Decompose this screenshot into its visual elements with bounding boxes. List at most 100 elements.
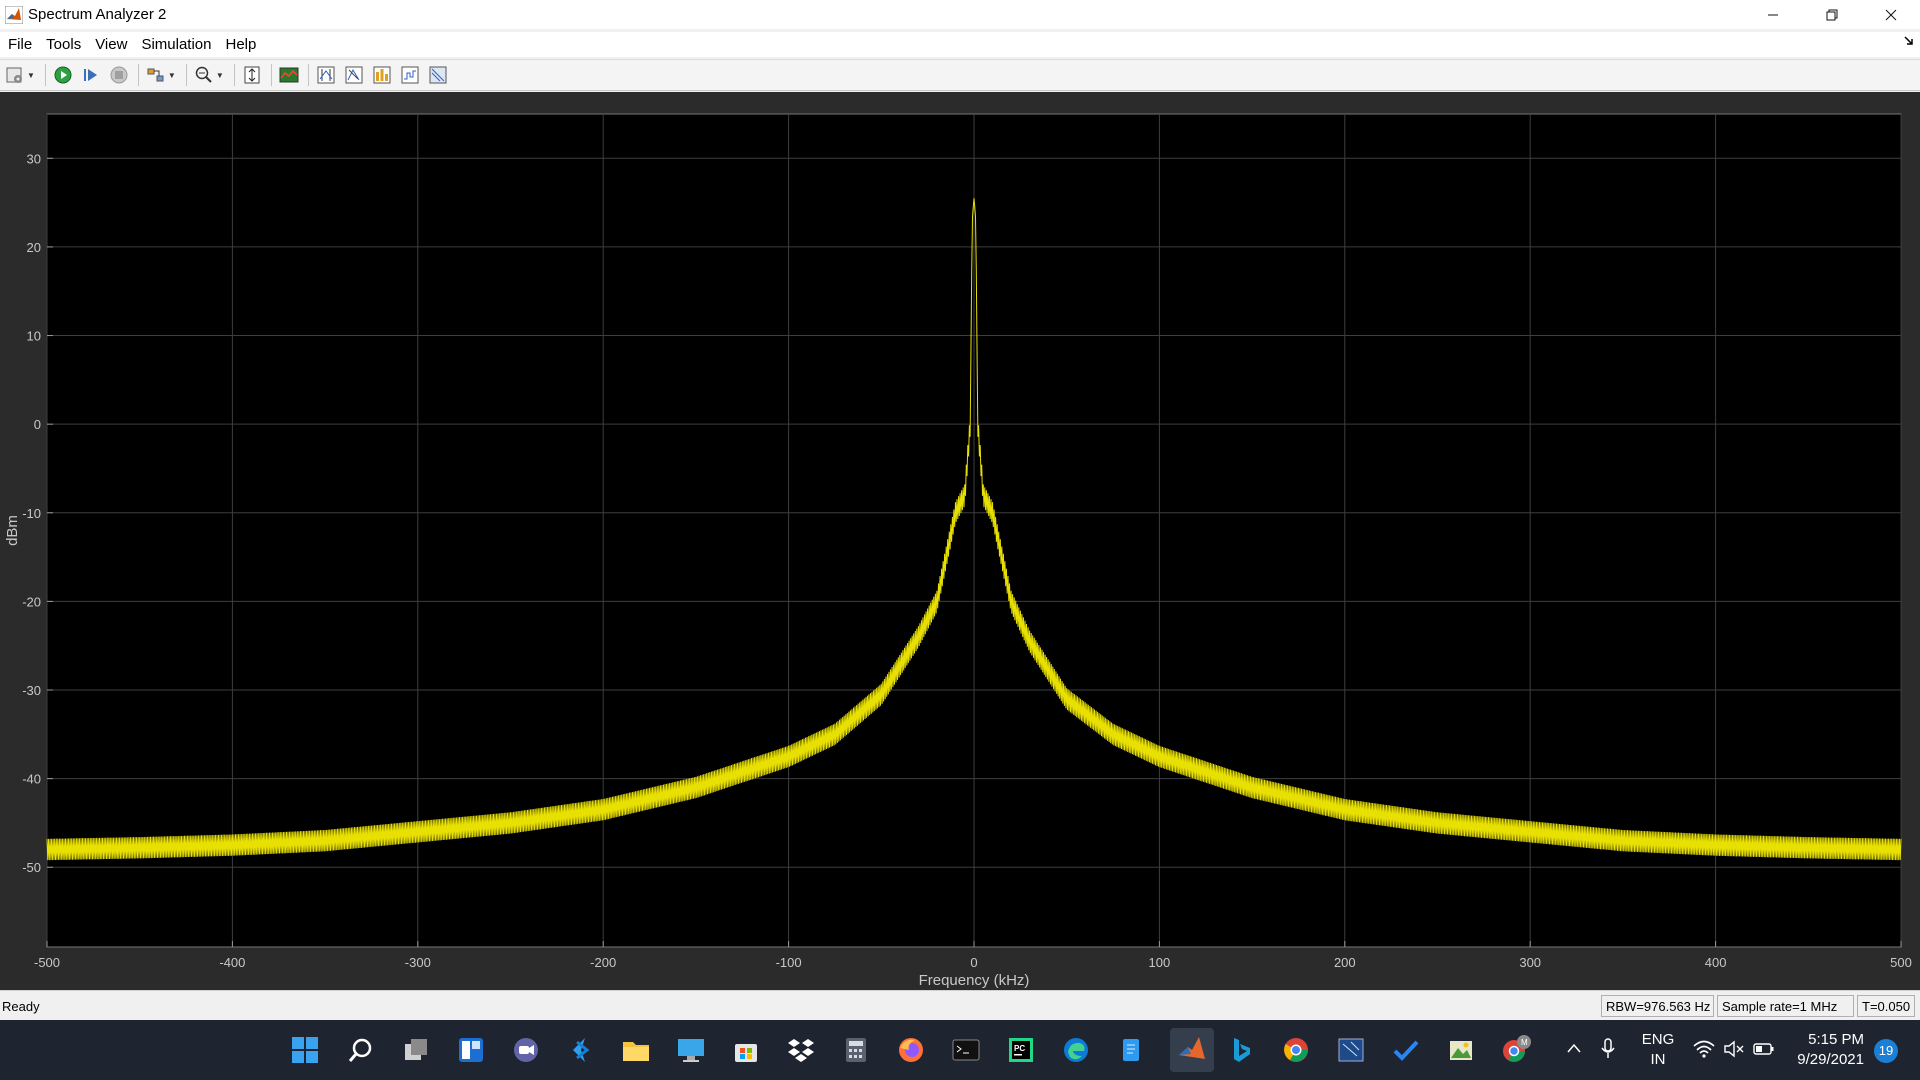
y-tick-label: 20 xyxy=(27,240,41,255)
x-tick-label: 100 xyxy=(1149,955,1171,970)
undock-icon[interactable] xyxy=(1904,36,1914,46)
taskbar-todo[interactable] xyxy=(1390,1034,1422,1066)
settings-icon xyxy=(6,67,22,83)
channel-measurements-icon xyxy=(429,66,447,84)
bing-icon xyxy=(1234,1038,1250,1062)
teams-chat-icon xyxy=(514,1038,538,1062)
taskbar-chrome-profile[interactable]: M xyxy=(1500,1034,1532,1066)
channel-measurements-button[interactable] xyxy=(427,64,449,86)
peak-finder-button[interactable] xyxy=(343,64,365,86)
language-indicator-line2[interactable]: IN xyxy=(1650,1051,1666,1068)
menu-tools[interactable]: Tools xyxy=(46,36,82,53)
matlab-icon xyxy=(1179,1037,1205,1059)
spectrum-display[interactable]: -500 -400 -300 -200 -100 0 100 200 300 400 500 30 20… xyxy=(0,92,1920,990)
task-view-icon xyxy=(405,1039,427,1060)
battery-icon[interactable] xyxy=(1753,1042,1775,1056)
stop-icon xyxy=(110,66,128,84)
taskbar-chrome[interactable] xyxy=(1280,1034,1312,1066)
chevron-down-icon[interactable]: ▼ xyxy=(215,70,224,80)
settings-button[interactable] xyxy=(4,64,26,86)
notification-badge[interactable]: 19 xyxy=(1874,1039,1898,1063)
status-time: T=0.050 xyxy=(1857,995,1915,1017)
taskbar-file-explorer[interactable] xyxy=(620,1034,652,1066)
taskbar-putty[interactable] xyxy=(1335,1034,1367,1066)
chevron-down-icon[interactable]: ▼ xyxy=(27,70,35,80)
taskbar-task-view[interactable] xyxy=(400,1034,432,1066)
x-tick-label: -100 xyxy=(776,955,802,970)
taskbar-bing[interactable] xyxy=(1225,1034,1257,1066)
status-ready: Ready xyxy=(2,999,40,1014)
close-icon xyxy=(1885,9,1896,20)
chrome-icon xyxy=(1284,1038,1308,1062)
title-bar: Spectrum Analyzer 2 xyxy=(0,0,1920,29)
taskbar-edge[interactable] xyxy=(1060,1034,1092,1066)
toolbar-separator xyxy=(44,64,46,86)
notepad-icon xyxy=(1123,1039,1139,1061)
ccdf-measurements-button[interactable] xyxy=(399,64,421,86)
clock-date[interactable]: 9/29/2021 xyxy=(1797,1051,1864,1068)
menu-file[interactable]: File xyxy=(8,36,33,53)
highlight-simulink-button[interactable] xyxy=(145,64,167,86)
scale-axes-button[interactable] xyxy=(241,64,263,86)
minimize-icon xyxy=(1767,14,1778,15)
language-indicator-line1[interactable]: ENG xyxy=(1641,1031,1675,1048)
taskbar-matlab[interactable] xyxy=(1170,1028,1214,1072)
x-tick-label: 200 xyxy=(1334,955,1356,970)
image-editor-icon xyxy=(1450,1041,1472,1060)
minimize-button[interactable] xyxy=(1743,0,1802,29)
taskbar-calculator[interactable] xyxy=(840,1034,872,1066)
menu-help[interactable]: Help xyxy=(225,36,257,53)
taskbar-start[interactable] xyxy=(289,1034,321,1066)
taskbar-image-editor[interactable] xyxy=(1445,1034,1477,1066)
taskbar-pycharm[interactable]: PC xyxy=(1005,1034,1037,1066)
taskbar-remote-desktop[interactable] xyxy=(675,1034,707,1066)
y-tick-label: -10 xyxy=(22,506,41,521)
menu-simulation[interactable]: Simulation xyxy=(141,36,212,53)
search-icon xyxy=(348,1038,372,1062)
close-button[interactable] xyxy=(1861,0,1920,29)
toolbar-separator xyxy=(270,64,272,86)
menu-view[interactable]: View xyxy=(95,36,128,53)
toolbar-separator xyxy=(185,64,187,86)
toolbar-separator xyxy=(137,64,139,86)
ccdf-icon xyxy=(401,66,419,84)
x-tick-label: -200 xyxy=(590,955,616,970)
taskbar-vscode[interactable] xyxy=(565,1034,597,1066)
spectrum-trace xyxy=(46,198,1902,861)
show-hidden-icons-icon[interactable] xyxy=(1566,1042,1582,1054)
putty-icon xyxy=(1338,1038,1364,1062)
stop-button[interactable] xyxy=(108,64,130,86)
run-button[interactable] xyxy=(52,64,74,86)
cursor-measurements-icon xyxy=(317,66,335,84)
terminal-icon xyxy=(952,1039,980,1061)
clock-time[interactable]: 5:15 PM xyxy=(1808,1031,1864,1048)
peak-finder-icon xyxy=(345,66,363,84)
calculator-icon xyxy=(846,1038,866,1062)
remote-desktop-icon xyxy=(678,1039,704,1062)
y-tick-label: 10 xyxy=(27,329,41,344)
step-icon xyxy=(83,69,97,81)
wifi-icon[interactable] xyxy=(1693,1040,1715,1058)
spectrum-chart[interactable]: -500 -400 -300 -200 -100 0 100 200 300 400 5003020… xyxy=(0,92,1920,990)
chevron-down-icon[interactable]: ▼ xyxy=(167,70,176,80)
step-button[interactable] xyxy=(80,64,102,86)
volume-muted-icon[interactable] xyxy=(1723,1040,1745,1058)
zoom-button[interactable] xyxy=(193,64,215,86)
taskbar-store[interactable] xyxy=(730,1034,762,1066)
microphone-icon[interactable] xyxy=(1601,1038,1615,1060)
taskbar-notepad[interactable] xyxy=(1115,1034,1147,1066)
taskbar-dropbox[interactable] xyxy=(785,1034,817,1066)
taskbar-widgets[interactable] xyxy=(455,1034,487,1066)
taskbar-firefox[interactable] xyxy=(895,1034,927,1066)
taskbar-search[interactable] xyxy=(345,1034,377,1066)
y-tick-label: -20 xyxy=(22,594,41,609)
spectrum-settings-button[interactable] xyxy=(278,64,300,86)
cursor-measurements-button[interactable] xyxy=(315,64,337,86)
matlab-logo-icon xyxy=(5,5,23,24)
taskbar-teams-chat[interactable] xyxy=(510,1034,542,1066)
taskbar-terminal[interactable] xyxy=(950,1034,982,1066)
restore-button[interactable] xyxy=(1802,0,1861,29)
x-axis-label: Frequency (kHz) xyxy=(919,972,1030,989)
distortion-measurements-button[interactable] xyxy=(371,64,393,86)
y-tick-label: -50 xyxy=(22,860,41,875)
